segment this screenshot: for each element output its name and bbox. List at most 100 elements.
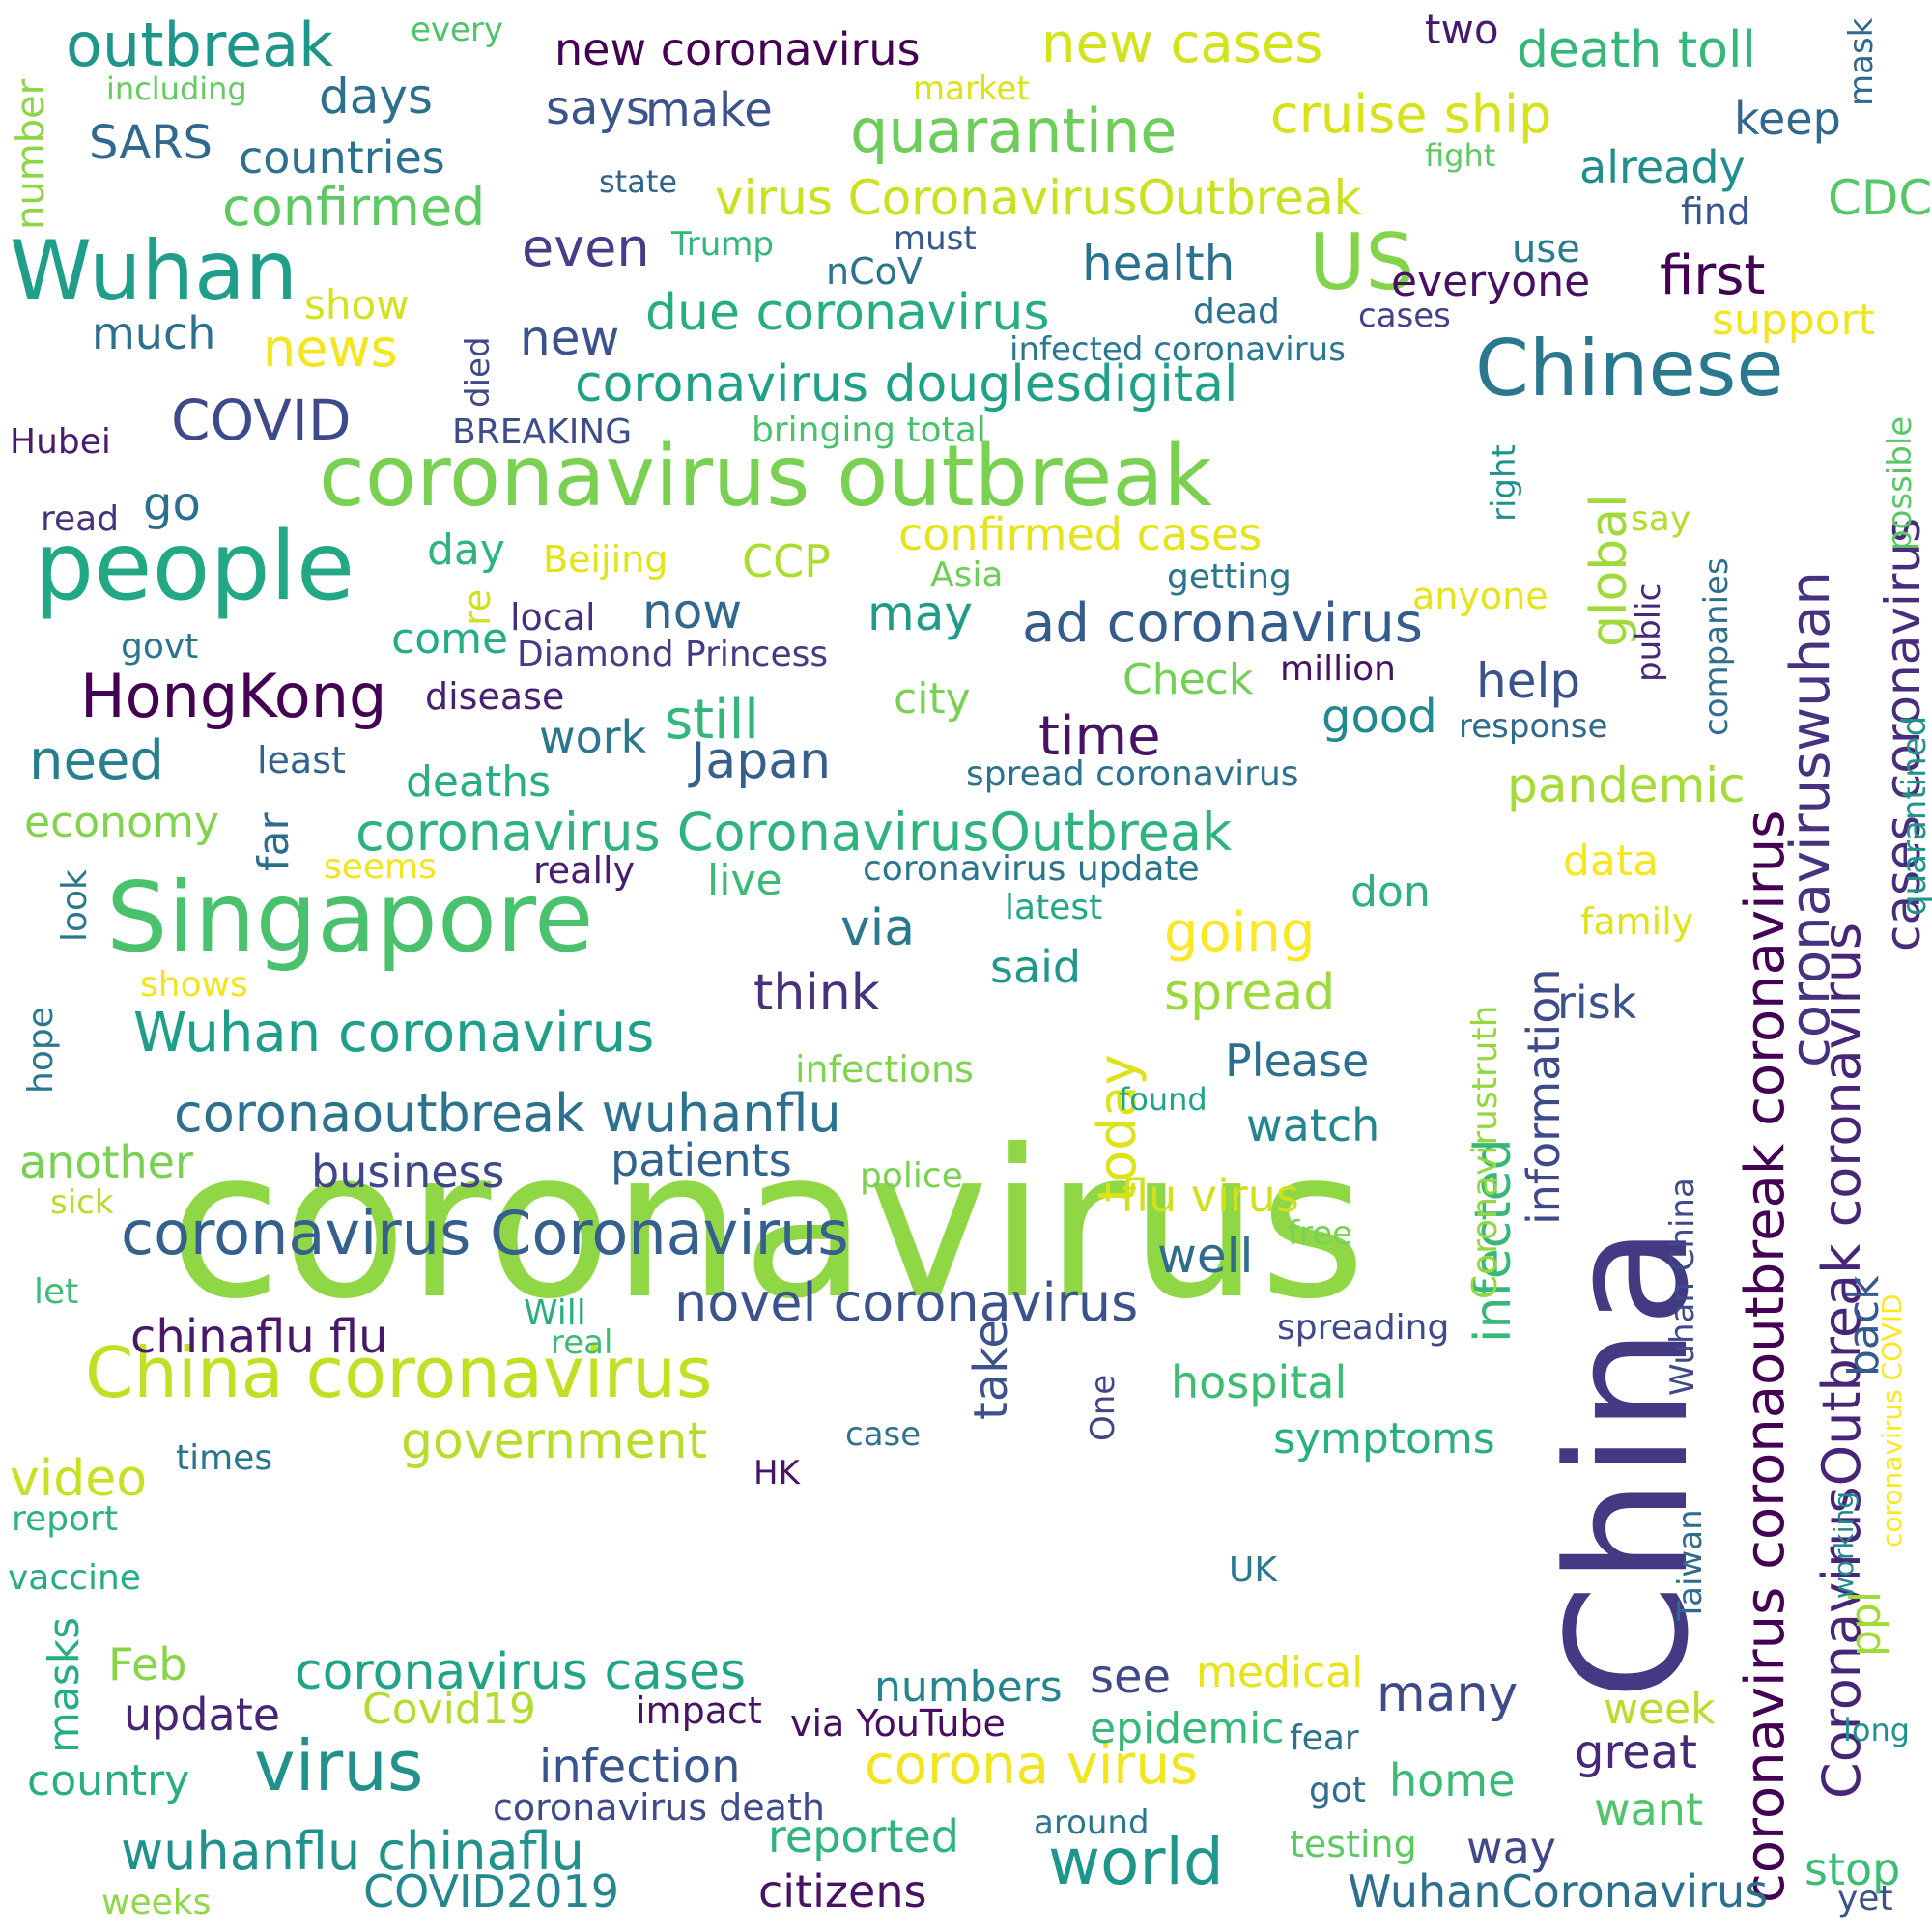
word: first bbox=[1660, 244, 1766, 307]
word: number bbox=[9, 78, 53, 230]
word: far bbox=[249, 812, 298, 871]
word: numbers bbox=[874, 1662, 1063, 1712]
word: news bbox=[263, 318, 398, 379]
word: world bbox=[1048, 1825, 1224, 1899]
word: working bbox=[1828, 1491, 1860, 1599]
word: mask bbox=[1842, 17, 1881, 106]
word: CDC bbox=[1828, 170, 1932, 226]
word: HK bbox=[753, 1454, 800, 1492]
word: epidemic bbox=[1090, 1704, 1285, 1753]
word: come bbox=[391, 614, 509, 664]
word: China coronavirus bbox=[85, 1332, 713, 1413]
word: Feb bbox=[108, 1638, 187, 1690]
word: WuhanCoronavirus bbox=[1348, 1865, 1769, 1918]
word: Japan bbox=[691, 732, 832, 790]
word: case bbox=[845, 1415, 922, 1454]
word: One bbox=[1084, 1374, 1122, 1441]
word: risk bbox=[1557, 977, 1637, 1029]
word: coronavirus bbox=[169, 1105, 1367, 1344]
word: coronavirus Coronavirus bbox=[121, 1198, 849, 1268]
word: companies bbox=[1697, 557, 1736, 736]
word: don bbox=[1350, 867, 1431, 917]
word: police bbox=[860, 1156, 963, 1196]
word: day bbox=[427, 526, 505, 575]
word: data bbox=[1563, 837, 1660, 886]
word: update bbox=[124, 1689, 281, 1741]
word: infections bbox=[795, 1048, 974, 1091]
word: Coronavirustruth bbox=[1465, 1005, 1505, 1299]
word: HongKong bbox=[80, 661, 387, 731]
word: got bbox=[1309, 1771, 1366, 1810]
word: symptoms bbox=[1273, 1414, 1495, 1463]
word: now bbox=[642, 583, 743, 639]
word: re bbox=[456, 588, 498, 626]
word: even bbox=[522, 217, 650, 278]
word: died bbox=[459, 336, 497, 408]
word: great bbox=[1575, 1725, 1697, 1779]
word: times bbox=[176, 1438, 273, 1478]
word: million bbox=[1280, 649, 1396, 689]
word: fear bbox=[1290, 1719, 1359, 1758]
word: BREAKING bbox=[452, 412, 633, 452]
word: time bbox=[1038, 705, 1161, 768]
word: coronavirus outbreak bbox=[319, 427, 1212, 526]
word: much bbox=[92, 307, 216, 359]
word: least bbox=[257, 739, 346, 781]
word: Singapore bbox=[106, 861, 594, 974]
word: show bbox=[304, 281, 410, 328]
word: watch bbox=[1246, 1099, 1380, 1151]
word: found bbox=[1119, 1081, 1208, 1118]
word: hospital bbox=[1171, 1356, 1348, 1408]
word: spread bbox=[1164, 964, 1336, 1022]
word: response bbox=[1459, 707, 1608, 746]
word: long bbox=[1843, 1712, 1911, 1748]
word: read bbox=[41, 499, 120, 539]
word: going bbox=[1164, 901, 1316, 964]
word: including bbox=[106, 71, 247, 107]
word: sick bbox=[50, 1183, 114, 1222]
word: getting bbox=[1167, 557, 1292, 597]
word: possible bbox=[1881, 415, 1919, 551]
word: fight bbox=[1425, 137, 1496, 174]
word: death toll bbox=[1517, 21, 1756, 79]
word: COVID bbox=[171, 387, 352, 453]
word: take bbox=[964, 1320, 1018, 1420]
word: way bbox=[1466, 1822, 1557, 1874]
word: chinaflu flu bbox=[130, 1310, 388, 1364]
word: keep bbox=[1734, 93, 1841, 145]
word: coronaoutbreak wuhanflu bbox=[174, 1083, 841, 1144]
word: coronavirus update bbox=[863, 849, 1200, 889]
word: well bbox=[1157, 1228, 1254, 1284]
word: infection bbox=[539, 1740, 741, 1794]
word: coronaviruswuhan bbox=[1779, 571, 1842, 1067]
word: flu virus bbox=[1121, 1170, 1299, 1222]
word: Wuhan coronavirus bbox=[133, 1002, 655, 1065]
word: coronavirus cases bbox=[295, 1643, 747, 1701]
word: spread coronavirus bbox=[966, 754, 1299, 794]
word: latest bbox=[1005, 888, 1103, 927]
word: govt bbox=[121, 627, 199, 667]
word: SARS bbox=[89, 116, 213, 170]
word: work bbox=[539, 711, 647, 763]
word: ppl bbox=[1841, 1590, 1890, 1657]
word: real bbox=[551, 1323, 613, 1362]
word: every bbox=[411, 11, 504, 49]
word: nCoV bbox=[826, 250, 923, 293]
word: vaccine bbox=[8, 1558, 141, 1598]
word: patients bbox=[611, 1134, 792, 1186]
word: coronavirus death bbox=[493, 1786, 825, 1829]
word: new bbox=[520, 310, 620, 366]
word: Hubei bbox=[10, 422, 111, 462]
word: support bbox=[1712, 296, 1875, 345]
word: many bbox=[1377, 1665, 1519, 1723]
word: local bbox=[510, 596, 596, 639]
word: find bbox=[1681, 190, 1751, 233]
word: still bbox=[665, 689, 759, 752]
word: yet bbox=[1837, 1879, 1893, 1918]
word: must bbox=[894, 219, 977, 258]
word: cruise ship bbox=[1270, 84, 1552, 145]
word: due coronavirus bbox=[645, 284, 1050, 342]
word: new cases bbox=[1041, 13, 1323, 75]
word: people bbox=[34, 512, 355, 622]
word: confirmed bbox=[222, 177, 486, 238]
